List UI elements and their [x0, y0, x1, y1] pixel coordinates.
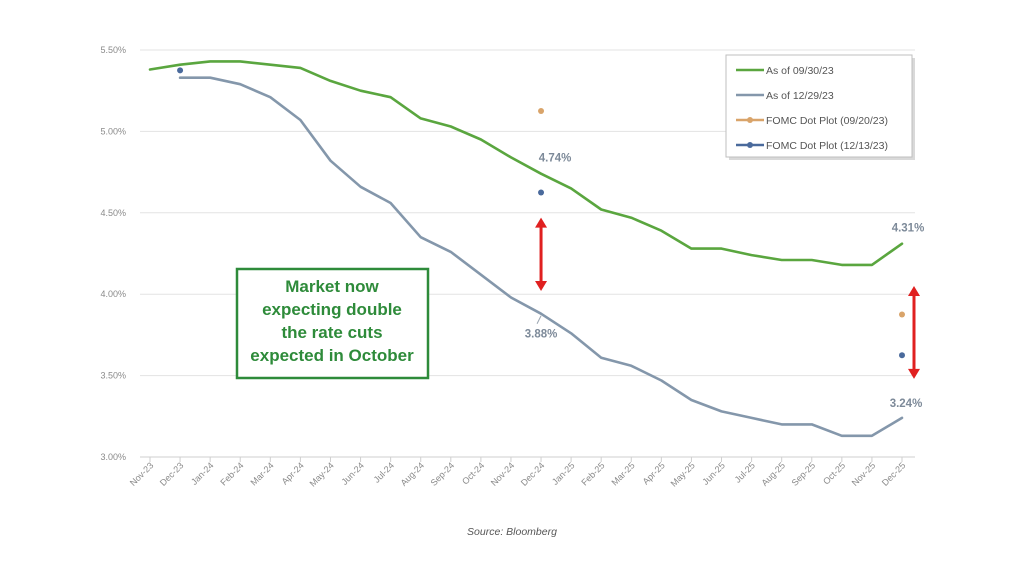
legend-label: FOMC Dot Plot (12/13/23)	[766, 140, 888, 152]
fomc-dots	[177, 67, 905, 359]
legend-frame	[725, 54, 913, 158]
x-tick-label: Sep-25	[790, 460, 818, 488]
data-label: 3.88%	[525, 329, 558, 341]
legend-swatch-dot	[747, 142, 753, 148]
annotation-box: Market now expecting double the rate cuts e…	[235, 267, 430, 380]
annotation-line: the rate cuts	[281, 323, 382, 342]
x-tick-label: Dec-25	[880, 460, 908, 488]
x-tick-label: Aug-24	[399, 460, 427, 488]
x-tick-label: Dec-24	[519, 460, 547, 488]
x-tick-label: Dec-23	[158, 460, 186, 488]
x-tick-label: Feb-24	[218, 460, 245, 487]
legend-item-1: As of 12/29/23	[736, 90, 834, 102]
x-tick-label: Sep-24	[429, 460, 457, 488]
legend-label: FOMC Dot Plot (09/20/23)	[766, 115, 888, 127]
x-tick-label: May-25	[669, 460, 697, 488]
x-tick-label: Aug-25	[759, 460, 787, 488]
x-tick-label: Oct-25	[821, 460, 847, 486]
y-tick-label: 3.50%	[100, 371, 126, 381]
arrow-head-down	[908, 368, 920, 379]
legend-swatch-dot	[747, 117, 753, 123]
series-line-1	[178, 76, 904, 438]
x-tick-label: Jun-25	[700, 460, 727, 487]
annotation-line: expecting double	[262, 300, 402, 319]
x-tick-label: Oct-24	[460, 460, 486, 486]
dot-point	[899, 311, 905, 318]
annotation-line: expected in October	[250, 346, 414, 365]
legend-item-3: FOMC Dot Plot (12/13/23)	[736, 140, 888, 152]
x-tick-label: Jan-25	[550, 460, 577, 487]
dot-point	[538, 189, 545, 196]
legend-label: As of 12/29/23	[766, 90, 834, 102]
dot-point	[899, 352, 905, 359]
legend: As of 09/30/23 As of 12/29/23 FOMC Dot Plo…	[725, 54, 915, 160]
y-axis-tick-labels: 5.50% 5.00% 4.50% 4.00% 3.50% 3.00%	[100, 45, 126, 462]
series-line-0	[148, 60, 904, 267]
x-tick-label: Apr-25	[641, 460, 667, 486]
y-tick-label: 4.50%	[100, 208, 126, 218]
rate-cut-arrows	[535, 217, 920, 379]
x-tick-label: Mar-25	[609, 460, 636, 487]
x-tick-label: Jul-24	[372, 460, 396, 484]
x-tick-label: Nov-24	[489, 460, 517, 488]
data-labels: 4.74% 3.88% 4.31% 3.24%	[525, 153, 925, 410]
data-label: 3.24%	[890, 398, 923, 410]
series-lines	[148, 60, 904, 438]
x-tick-label: May-24	[308, 460, 336, 488]
x-tick-label: Mar-24	[248, 460, 275, 487]
source-note: Source: Bloomberg	[467, 526, 557, 538]
y-tick-label: 3.00%	[100, 452, 126, 462]
x-axis-tick-labels: Nov-23 Dec-23 Jan-24 Feb-24 Mar-24 Apr-24 May-…	[128, 460, 908, 488]
x-tick-label: Feb-25	[579, 460, 606, 487]
x-tick-label: Apr-24	[280, 460, 306, 486]
x-tick-label: Nov-23	[128, 460, 156, 488]
y-tick-label: 5.00%	[100, 126, 126, 136]
arrow-head-down	[535, 280, 548, 291]
annotation-frame	[235, 267, 430, 380]
arrow-head-up	[908, 286, 920, 297]
rate-cut-arrow-0	[535, 217, 548, 291]
x-tick-label: Jul-25	[733, 460, 757, 484]
legend-item-2: FOMC Dot Plot (09/20/23)	[736, 115, 888, 127]
legend-label: As of 09/30/23	[766, 65, 834, 77]
dot-point	[538, 108, 545, 115]
rate-cut-arrow-1	[908, 286, 920, 379]
annotation-line: Market now	[285, 277, 379, 296]
data-label: 4.74%	[539, 153, 572, 165]
dot-point	[177, 67, 184, 74]
leader-line	[536, 315, 542, 324]
arrow-head-up	[535, 217, 548, 228]
x-tick-label: Jun-24	[339, 460, 366, 487]
y-tick-label: 4.00%	[100, 289, 126, 299]
data-label: 4.31%	[892, 223, 925, 235]
legend-item-0: As of 09/30/23	[736, 65, 834, 77]
x-tick-label: Nov-25	[850, 460, 878, 488]
y-tick-label: 5.50%	[100, 45, 126, 55]
x-tick-label: Jan-24	[189, 460, 216, 487]
